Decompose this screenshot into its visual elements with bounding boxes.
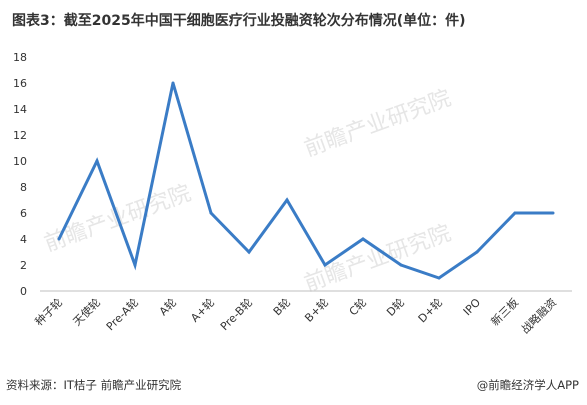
data-point bbox=[95, 159, 99, 163]
x-tick-label: A+轮 bbox=[188, 295, 218, 325]
data-point bbox=[247, 250, 251, 254]
y-tick-label: 18 bbox=[13, 51, 27, 64]
x-tick-label: Pre-B轮 bbox=[217, 295, 255, 333]
series-layer bbox=[57, 81, 555, 280]
x-tick-label: C轮 bbox=[346, 295, 369, 318]
source-note: 资料来源：IT桔子 前瞻产业研究院 bbox=[6, 378, 182, 392]
x-tick-label: 天使轮 bbox=[70, 295, 103, 328]
data-point bbox=[475, 250, 479, 254]
x-tick-label: A轮 bbox=[156, 295, 179, 318]
x-tick-label: 战略融资 bbox=[518, 295, 559, 336]
data-point bbox=[323, 263, 327, 267]
x-tick-label: D轮 bbox=[383, 295, 407, 319]
watermark-text: 前瞻产业研究院 bbox=[301, 86, 454, 162]
y-tick-label: 4 bbox=[20, 233, 27, 246]
x-tick-label: 种子轮 bbox=[32, 295, 65, 328]
x-tick-label: IPO bbox=[461, 296, 484, 319]
data-point bbox=[361, 237, 365, 241]
y-tick-label: 16 bbox=[13, 77, 27, 90]
y-tick-label: 6 bbox=[20, 207, 27, 220]
y-tick-label: 14 bbox=[13, 103, 27, 116]
y-tick-label: 10 bbox=[13, 155, 27, 168]
data-point bbox=[513, 211, 517, 215]
data-point bbox=[133, 263, 137, 267]
x-tick-label: D+轮 bbox=[415, 295, 445, 325]
x-tick-label: B轮 bbox=[270, 295, 293, 318]
data-point bbox=[171, 81, 175, 85]
watermark-text: 前瞻产业研究院 bbox=[301, 221, 454, 297]
y-tick-label: 2 bbox=[20, 259, 27, 272]
data-point bbox=[209, 211, 213, 215]
y-tick-label: 12 bbox=[13, 129, 27, 142]
chart-title: 图表3：截至2025年中国干细胞医疗行业投融资轮次分布情况(单位：件) bbox=[12, 13, 466, 29]
y-tick-label: 0 bbox=[20, 285, 27, 298]
app-credit: @前瞻经济学人APP bbox=[476, 378, 579, 392]
data-point bbox=[57, 237, 61, 241]
x-tick-label: B+轮 bbox=[302, 295, 332, 325]
data-point bbox=[285, 198, 289, 202]
x-tick-label: Pre-A轮 bbox=[103, 295, 141, 333]
x-tick-label: 新三板 bbox=[488, 295, 521, 328]
series-line bbox=[57, 82, 553, 280]
axis-layer: 0 2 4 6 8 10 12 14 16 18 种子轮 天使轮 Pre-A轮 A轮 A+轮 Pre-B轮 B轮… bbox=[13, 51, 572, 336]
data-point bbox=[399, 263, 403, 267]
data-point bbox=[551, 211, 555, 215]
y-tick-label: 8 bbox=[20, 181, 27, 194]
data-point bbox=[437, 276, 441, 280]
